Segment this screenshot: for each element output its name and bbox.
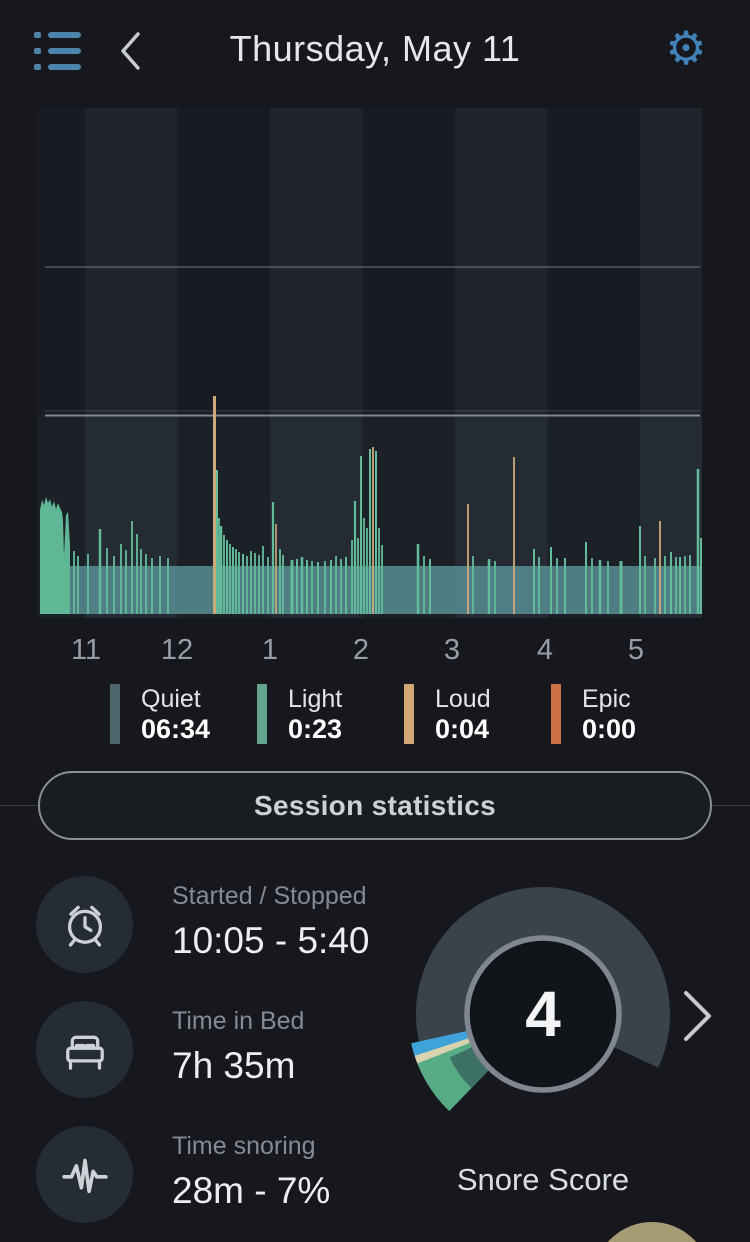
stat-row-started-stopped: Started / Stopped 10:05 - 5:40: [36, 876, 416, 974]
stat-value: 10:05 - 5:40: [172, 920, 370, 961]
legend-color-epic: [551, 684, 561, 744]
page-title: Thursday, May 11: [229, 28, 521, 69]
settings-gear-icon[interactable]: ⚙: [665, 21, 707, 75]
stat-label: Time snoring: [172, 1132, 316, 1160]
back-chevron-icon[interactable]: [114, 28, 148, 74]
legend-item-epic: Epic 0:00: [551, 684, 636, 746]
chart-x-axis: 11 12 1 2 3 4 5: [0, 634, 750, 668]
legend-color-quiet: [110, 684, 120, 744]
x-axis-label: 4: [536, 634, 554, 666]
bed-icon: [36, 1001, 133, 1098]
header-bar: Thursday, May 11 ⚙: [0, 0, 750, 96]
legend-color-loud: [404, 684, 414, 744]
legend-item-loud: Loud 0:04: [404, 684, 491, 746]
x-axis-label: 12: [160, 634, 194, 666]
stat-value: 7h 35m: [172, 1045, 296, 1086]
x-axis-label: 1: [261, 634, 279, 666]
score-bubble-partial[interactable]: [593, 1222, 711, 1242]
x-axis-label: 11: [70, 634, 102, 666]
session-statistics-button[interactable]: Session statistics: [38, 771, 712, 840]
snore-intensity-chart: [38, 108, 702, 618]
stat-row-time-snoring: Time snoring 28m - 7%: [36, 1126, 416, 1224]
stat-label: Time in Bed: [172, 1007, 305, 1035]
snore-score-value: 4: [525, 978, 561, 1050]
pulse-icon: [36, 1126, 133, 1223]
stat-value: 28m - 7%: [172, 1170, 331, 1211]
snore-legend: Quiet 06:34 Light 0:23 Loud 0:04 Epic 0:…: [0, 684, 750, 750]
snore-score-gauge: 4: [403, 874, 683, 1154]
stat-label: Started / Stopped: [172, 882, 367, 910]
alarm-clock-icon: [36, 876, 133, 973]
legend-item-light: Light 0:23: [257, 684, 342, 746]
legend-color-light: [257, 684, 267, 744]
snore-score-label: Snore Score: [456, 1162, 630, 1197]
session-list-menu-icon[interactable]: [34, 32, 84, 70]
x-axis-label: 2: [352, 634, 370, 666]
next-chevron-icon[interactable]: [680, 986, 716, 1046]
x-axis-label: 5: [627, 634, 645, 666]
legend-item-quiet: Quiet 06:34: [110, 684, 210, 746]
stat-row-time-in-bed: Time in Bed 7h 35m: [36, 1001, 416, 1099]
x-axis-label: 3: [443, 634, 461, 666]
